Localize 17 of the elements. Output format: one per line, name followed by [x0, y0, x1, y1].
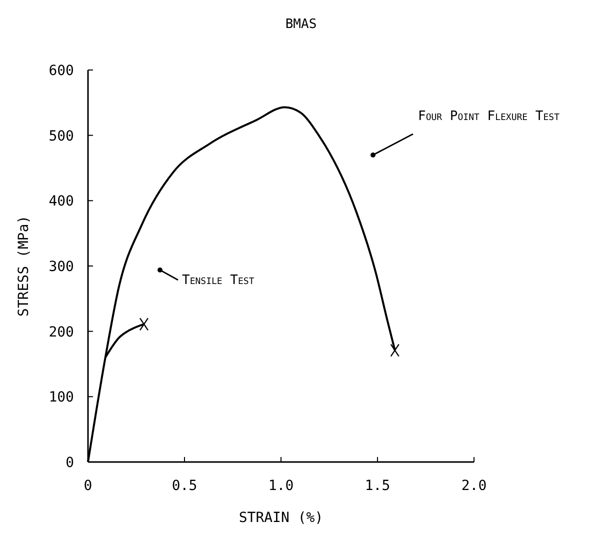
y-tick-label: 600 — [48, 63, 74, 79]
y-tick-label: 400 — [48, 194, 74, 210]
x-tick-label: 0.5 — [172, 478, 198, 494]
y-tick-label: 500 — [48, 128, 74, 144]
y-tick-label: 300 — [48, 259, 74, 275]
y-tick-label: 0 — [66, 455, 74, 471]
x-axis-title: STRAIN (%) — [238, 510, 324, 526]
y-axis-title: STRESS (MPa) — [16, 215, 32, 317]
y-tick-label: 100 — [48, 390, 74, 406]
legend-label: Tensile Test — [182, 273, 255, 288]
chart-title: BMAS — [285, 17, 317, 32]
text: Four Point Flexure Test — [418, 109, 560, 124]
y-tick-label: 200 — [48, 324, 74, 340]
x-tick-label: 1.0 — [268, 478, 294, 494]
x-tick-label: 2.0 — [461, 478, 487, 494]
x-tick-label: 0 — [84, 478, 92, 494]
x-tick-label: 1.5 — [364, 478, 390, 494]
